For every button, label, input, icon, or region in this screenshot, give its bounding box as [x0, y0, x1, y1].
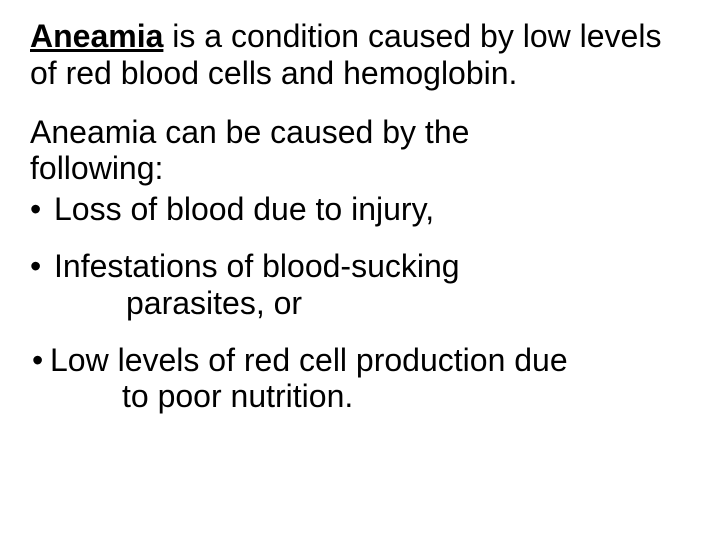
- slide: Aneamia is a condition caused by low lev…: [0, 0, 720, 540]
- term-aneamia: Aneamia: [30, 18, 163, 54]
- causes-lead-line1: Aneamia can be caused by the: [30, 114, 469, 150]
- causes-lead-line2: following:: [30, 150, 163, 186]
- causes-lead: Aneamia can be caused by the following:: [30, 114, 690, 188]
- causes-list: • Loss of blood due to injury, • Infesta…: [30, 191, 690, 415]
- bullet-icon: •: [30, 248, 41, 285]
- list-item: • Loss of blood due to injury,: [30, 191, 690, 228]
- cause-text-line2: parasites, or: [54, 285, 690, 322]
- cause-text-line2: to poor nutrition.: [50, 378, 690, 415]
- list-item: • Infestations of blood-sucking parasite…: [30, 248, 690, 322]
- bullet-icon: •: [32, 342, 43, 379]
- list-item: • Low levels of red cell production due …: [30, 342, 690, 416]
- cause-text-line1: Low levels of red cell production due: [50, 342, 568, 378]
- bullet-icon: •: [30, 191, 41, 228]
- cause-text-line1: Infestations of blood-sucking: [54, 248, 460, 284]
- intro-paragraph: Aneamia is a condition caused by low lev…: [30, 18, 690, 92]
- cause-text-line1: Loss of blood due to injury,: [54, 191, 434, 227]
